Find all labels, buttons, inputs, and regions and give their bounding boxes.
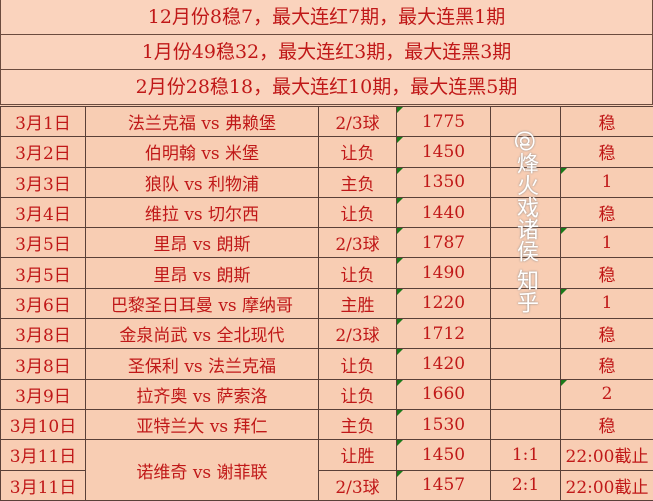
cell-result: 稳: [561, 107, 653, 137]
cell-score: [491, 379, 561, 409]
cell-match: 法兰克福 vs 弗赖堡: [86, 107, 319, 137]
cell-type: 2/3球: [319, 107, 397, 137]
cell-type: 让负: [319, 379, 397, 409]
cell-date: 3月8日: [1, 319, 86, 349]
cell-result: 稳: [561, 319, 653, 349]
cell-num: 1350: [397, 167, 491, 197]
cell-num: 1490: [397, 258, 491, 288]
cell-match: 巴黎圣日耳曼 vs 摩纳哥: [86, 288, 319, 318]
cell-date: 3月1日: [1, 107, 86, 137]
cell-result: 稳: [561, 137, 653, 167]
cell-match: 亚特兰大 vs 拜仁: [86, 409, 319, 439]
cell-num: 1440: [397, 197, 491, 227]
cell-date: 3月8日: [1, 349, 86, 379]
cell-num: 1220: [397, 288, 491, 318]
cell-match: 拉齐奥 vs 萨索洛: [86, 379, 319, 409]
cell-type: 让负: [319, 258, 397, 288]
cell-type: 主胜: [319, 288, 397, 318]
cell-score: [491, 349, 561, 379]
cell-result: 2: [561, 379, 653, 409]
cell-num: 1787: [397, 228, 491, 258]
cell-num: 1450: [397, 440, 491, 470]
cell-num: 1457: [397, 470, 491, 500]
cell-result: 1: [561, 167, 653, 197]
cell-result: 稳: [561, 409, 653, 439]
cell-match: 维拉 vs 切尔西: [86, 197, 319, 227]
cell-result: 22:00截止: [561, 440, 653, 470]
cell-type: 2/3球: [319, 319, 397, 349]
cell-result: 稳: [561, 258, 653, 288]
cell-score: [491, 319, 561, 349]
cell-type: 让负: [319, 349, 397, 379]
cell-result: 1: [561, 228, 653, 258]
cell-match: 诺维奇 vs 谢菲联: [86, 440, 319, 501]
cell-num: 1712: [397, 319, 491, 349]
cell-num: 1530: [397, 409, 491, 439]
cell-match: 狼队 vs 利物浦: [86, 167, 319, 197]
cell-result: 稳: [561, 349, 653, 379]
cell-match: 伯明翰 vs 米堡: [86, 137, 319, 167]
cell-type: 让负: [319, 197, 397, 227]
cell-result: 22:00截止: [561, 470, 653, 500]
cell-type: 2/3球: [319, 470, 397, 500]
summary-january: 1月份49稳32，最大连红3期，最大连黑3期: [0, 35, 653, 70]
cell-result: 1: [561, 288, 653, 318]
cell-date: 3月4日: [1, 197, 86, 227]
cell-num: 1775: [397, 107, 491, 137]
cell-match: 金泉尚武 vs 全北现代: [86, 319, 319, 349]
cell-score: 1:1: [491, 440, 561, 470]
cell-num: 1450: [397, 137, 491, 167]
cell-date: 3月11日: [1, 440, 86, 470]
cell-type: 主负: [319, 409, 397, 439]
cell-num: 1660: [397, 379, 491, 409]
cell-date: 3月11日: [1, 470, 86, 500]
summary-february: 2月份28稳18，最大连红10期，最大连黑5期: [0, 70, 653, 105]
cell-match: 里昂 vs 朗斯: [86, 258, 319, 288]
cell-date: 3月2日: [1, 137, 86, 167]
cell-date: 3月6日: [1, 288, 86, 318]
cell-score: [491, 409, 561, 439]
summary-december: 12月份8稳7，最大连红7期，最大连黑1期: [0, 0, 653, 35]
cell-date: 3月9日: [1, 379, 86, 409]
cell-date: 3月5日: [1, 228, 86, 258]
cell-type: 主负: [319, 167, 397, 197]
cell-type: 让胜: [319, 440, 397, 470]
cell-match: 圣保利 vs 法兰克福: [86, 349, 319, 379]
cell-date: 3月10日: [1, 409, 86, 439]
cell-num: 1420: [397, 349, 491, 379]
watermark: @烽火戏诸侯 知乎: [508, 130, 542, 313]
cell-date: 3月5日: [1, 258, 86, 288]
cell-result: 稳: [561, 197, 653, 227]
cell-score: 2:1: [491, 470, 561, 500]
cell-type: 让负: [319, 137, 397, 167]
cell-date: 3月3日: [1, 167, 86, 197]
cell-type: 2/3球: [319, 228, 397, 258]
cell-match: 里昂 vs 朗斯: [86, 228, 319, 258]
